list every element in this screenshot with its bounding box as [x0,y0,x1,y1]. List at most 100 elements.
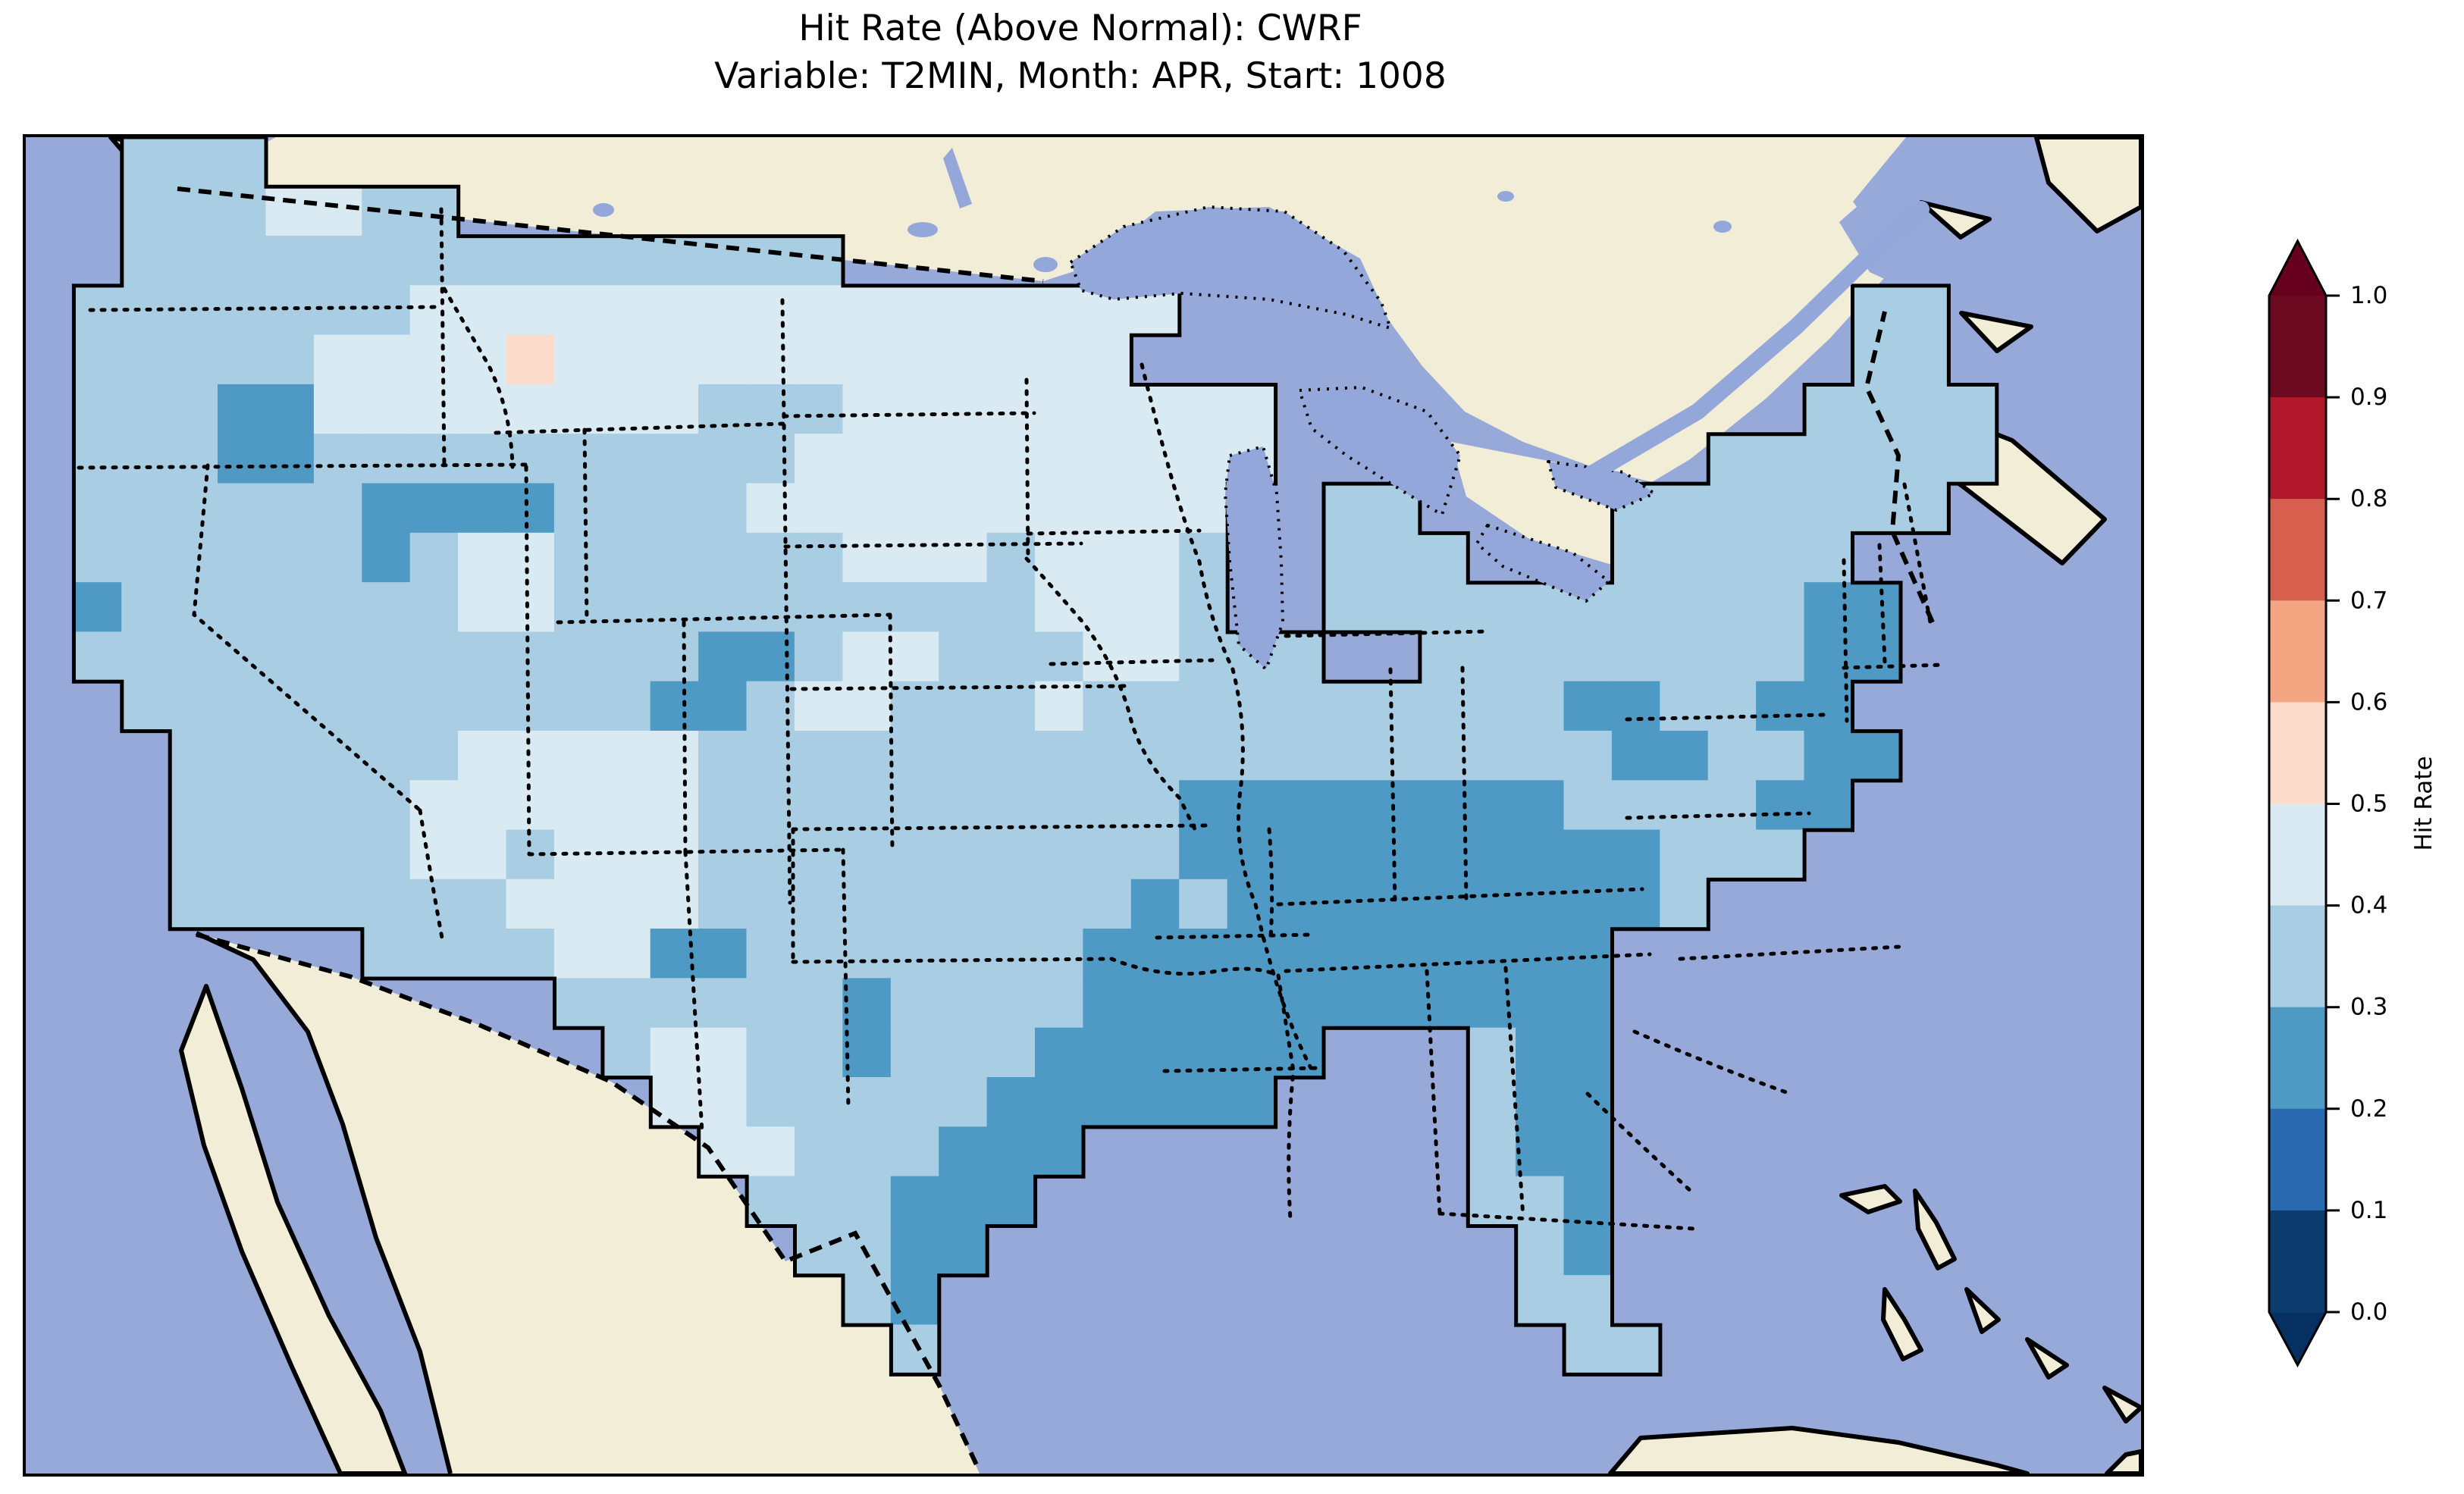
grid-cell [698,978,748,1029]
grid-cell [218,137,267,187]
grid-cell [1611,879,1661,930]
grid-cell [1227,780,1277,831]
grid-cell [121,137,171,187]
grid-cell [1130,978,1180,1029]
grid-cell [794,978,844,1029]
grid-cell [1707,829,1757,880]
grid-cell [986,829,1036,880]
grid-cell [939,1225,988,1276]
grid-cell [939,483,988,534]
grid-cell [1419,879,1469,930]
grid-cell [265,631,315,682]
grid-cell [1467,1126,1517,1177]
colorbar-tick-label: 0.1 [2350,1197,2387,1224]
grid-cell [939,879,988,930]
grid-cell [602,532,651,584]
grid-cell [842,483,892,534]
grid-cell [1179,879,1228,930]
grid-cell [1130,780,1180,831]
grid-cell [1419,731,1469,781]
grid-cell [362,434,411,484]
grid-cell [746,879,796,930]
grid-cell [650,631,700,682]
grid-cell [794,334,844,386]
grid-cell [1083,1077,1132,1128]
grid-cell [1851,285,1901,336]
grid-cell [1611,532,1661,584]
grid-cell [794,1225,844,1276]
grid-cell [842,879,892,930]
grid-cell [939,631,988,682]
grid-cell [1275,829,1324,880]
grid-cell [602,434,651,484]
grid-cell [602,334,651,386]
grid-cell [121,681,171,732]
grid-cell [842,780,892,831]
national-borders [177,186,1935,1473]
mexico-pacific-coast [195,931,453,1474]
grid-cell [409,929,459,979]
grid-cell [169,731,219,781]
grid-cell [890,978,940,1029]
grid-cell [602,236,651,287]
grid-cell [458,582,507,633]
grid-cell [506,929,556,979]
grid-cell [698,631,748,682]
grid-cell [1035,384,1084,435]
grid-cell [313,434,363,484]
grid-cell [746,434,796,484]
bahamas-islands [1839,1184,2141,1474]
grid-cell [794,1027,844,1079]
grid-cell [1804,483,1854,534]
grid-cell [553,532,603,584]
grid-cell [218,434,267,484]
grid-cell [746,384,796,435]
grid-cell [1516,1126,1565,1177]
colorbar-segment [2269,803,2326,907]
grid-cell [1419,582,1469,633]
colorbar-tick-label: 1.0 [2350,282,2387,309]
grid-cell [986,1027,1036,1079]
grid-cell [698,681,748,732]
grid-cell [698,532,748,584]
grid-cell [698,483,748,534]
grid-cell [1130,582,1180,633]
grid-cell [169,334,219,386]
grid-cell [1660,532,1709,584]
grid-cell [458,929,507,979]
colorbar-tick-label: 0.9 [2350,384,2387,411]
grid-cell [698,731,748,781]
grid-cell [1660,483,1709,534]
grid-cell [121,334,171,386]
grid-cell [313,631,363,682]
grid-cell [939,731,988,781]
grid-cell [746,929,796,979]
grid-cell [73,582,123,633]
grid-cell [458,236,507,287]
grid-cell [842,434,892,484]
grid-cell [842,731,892,781]
grid-cell [650,434,700,484]
grid-cell [650,334,700,386]
colorbar-segment [2269,702,2326,805]
grid-cell [169,236,219,287]
grid-cell [986,334,1036,386]
grid-cell [842,1176,892,1227]
grid-cell [458,681,507,732]
grid-cell [1707,731,1757,781]
grid-cell [1083,929,1132,979]
mexico-landmass [196,933,980,1474]
grid-cell [1083,483,1132,534]
grid-cell [1516,582,1565,633]
grid-cell [794,780,844,831]
grid-cell [794,483,844,534]
grid-cell [1083,532,1132,584]
grid-cell [1035,631,1084,682]
grid-cell [1083,731,1132,781]
cuba-island [1608,1426,2030,1474]
grid-cell [1516,731,1565,781]
grid-cell [409,780,459,831]
colorbar-svg: 1.0 0.9 0.8 0.7 0.6 0.5 0.4 0.3 0.2 0.1 0.0 Hit Rat… [2268,238,2437,1368]
grid-cell [362,532,411,584]
grid-cell [1467,1027,1517,1079]
